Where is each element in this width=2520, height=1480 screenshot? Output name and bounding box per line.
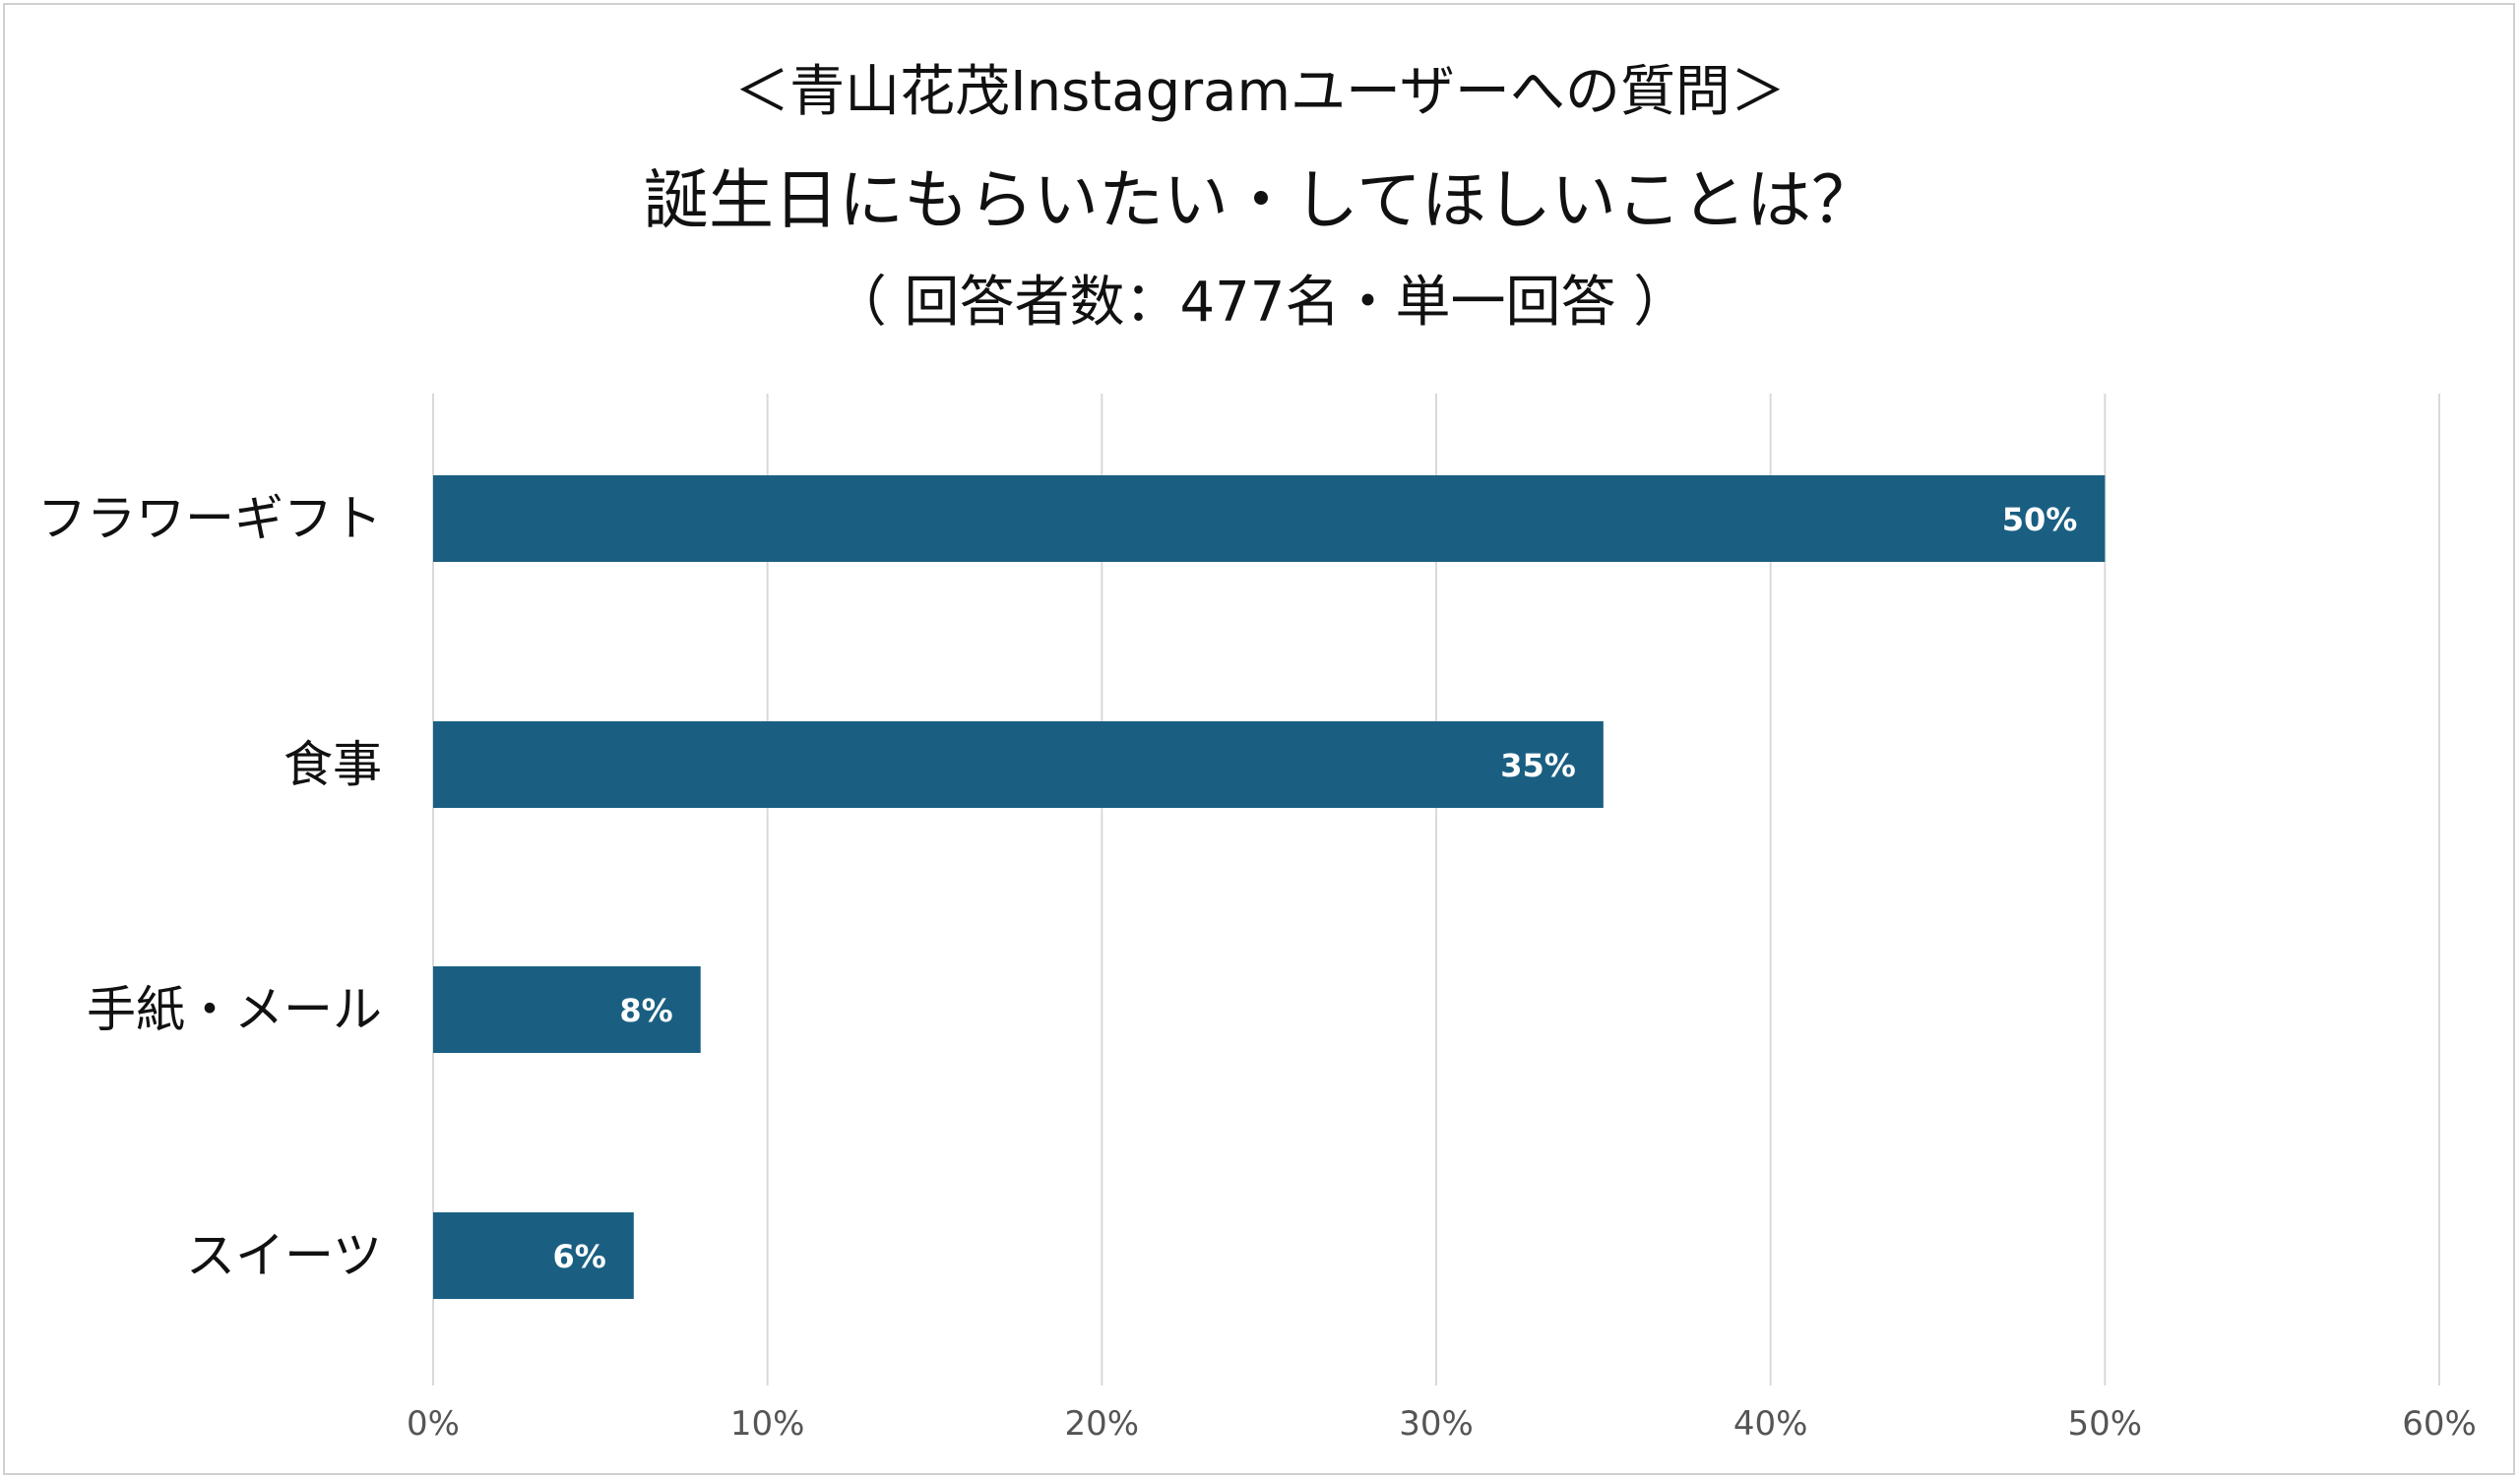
bar bbox=[433, 1212, 634, 1299]
x-tick-label: 40% bbox=[1733, 1404, 1808, 1444]
chart-title-line-2: 誕生日にもらいたい・してほしいことは？ bbox=[643, 162, 1877, 238]
bars: 50% 35% 8% 6% bbox=[433, 475, 2106, 1299]
x-tick-label: 50% bbox=[2068, 1404, 2143, 1444]
data-label: 6% bbox=[552, 1238, 605, 1275]
chart-title-line-3: （ 回答者数：477名・単一回答 ） bbox=[831, 271, 1689, 335]
x-tick-label: 20% bbox=[1065, 1404, 1140, 1444]
category-label: スイーツ bbox=[186, 1227, 382, 1284]
category-label: 手紙・メール bbox=[87, 981, 382, 1038]
x-tick-label: 0% bbox=[407, 1404, 460, 1444]
x-tick-labels: 0% 10% 20% 30% 40% 50% 60% bbox=[407, 1404, 2477, 1444]
bar bbox=[433, 475, 2106, 562]
data-label: 35% bbox=[1500, 747, 1576, 784]
bar bbox=[433, 966, 701, 1053]
category-label: フラワーギフト bbox=[37, 490, 382, 547]
x-tick-label: 30% bbox=[1399, 1404, 1474, 1444]
data-label: 50% bbox=[2002, 501, 2078, 538]
chart-title-line-1: ＜青山花茂Instagramユーザーへの質問＞ bbox=[734, 60, 1786, 124]
data-label: 8% bbox=[619, 992, 672, 1029]
x-tick-label: 10% bbox=[730, 1404, 805, 1444]
x-tick-label: 60% bbox=[2402, 1404, 2477, 1444]
category-label: 食事 bbox=[284, 736, 382, 793]
bar bbox=[433, 721, 1604, 808]
